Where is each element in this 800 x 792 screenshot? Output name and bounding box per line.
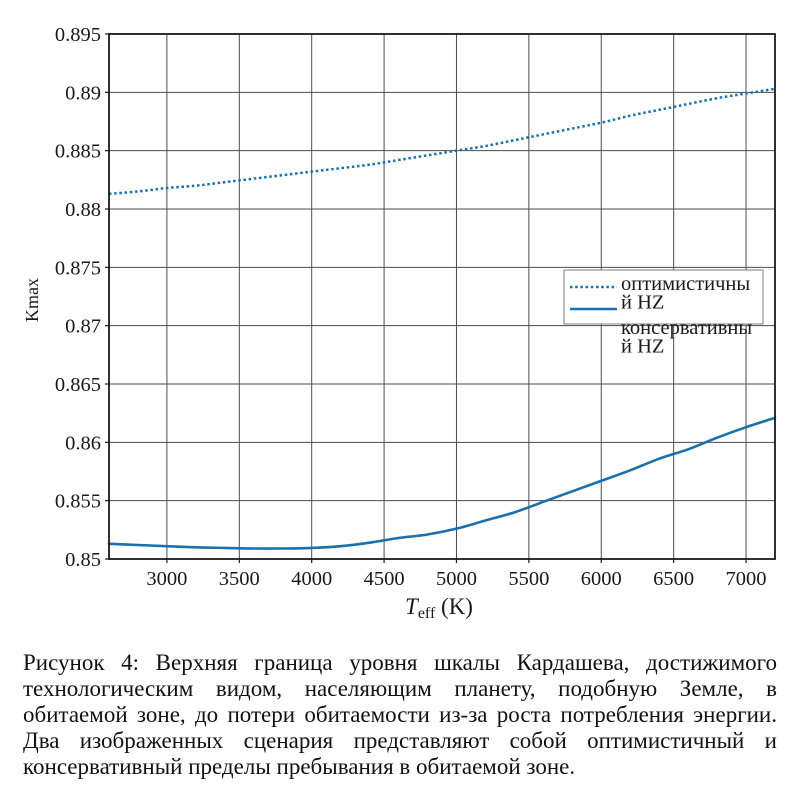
caption-line-4: Два изображенных сценария представляют с… (23, 728, 777, 753)
y-tick-label: 0.895 (55, 24, 101, 46)
x-tick-labels: 3000 3500 4000 4500 5000 5500 6000 6500 7000 (146, 568, 766, 590)
y-tick-label: 0.88 (65, 199, 101, 221)
figure-caption: Рисунок 4: Верхняя граница уровня шкалы … (23, 650, 777, 780)
chart-canvas: 3000 3500 4000 4500 5000 5500 6000 6500 7000 0.85… (22, 24, 777, 622)
x-tick-label: 7000 (726, 568, 767, 590)
x-tick-label: 5000 (436, 568, 477, 590)
plot-border (108, 33, 776, 560)
y-axis-label: Kmax (22, 278, 42, 322)
x-tick-label: 4000 (291, 568, 332, 590)
y-tick-label: 0.875 (55, 257, 101, 279)
x-axis-label: Teff (K) (405, 594, 473, 622)
y-tick-label: 0.865 (55, 374, 101, 396)
legend-label-line: оптимистичны (621, 273, 750, 295)
y-tick-label: 0.87 (65, 316, 101, 338)
x-tick-label: 3000 (146, 568, 187, 590)
caption-line-3: обитаемой зоне, до потери обитаемости из… (23, 702, 777, 727)
legend-label-line: консервативны (621, 317, 752, 339)
y-tick-labels: 0.85 0.855 0.86 0.865 0.87 0.875 0.88 0.885 0.89… (55, 24, 101, 571)
grid (109, 33, 775, 560)
series-optimistic-line (108, 87, 776, 196)
y-tick-label: 0.86 (65, 432, 101, 454)
caption-line-5: консервативный пределы пребывания в обит… (23, 754, 576, 779)
caption-line-2: технологическим видом, населяющим планет… (23, 676, 777, 701)
y-tick-label: 0.885 (55, 141, 101, 163)
chart-area: 3000 3500 4000 4500 5000 5500 6000 6500 7000 0.85… (22, 24, 777, 622)
legend-box (563, 269, 764, 325)
x-tick-label: 6000 (581, 568, 622, 590)
x-tick-label: 4500 (364, 568, 405, 590)
legend-label-line: й HZ (621, 336, 664, 358)
y-tick-label: 0.855 (55, 491, 101, 513)
x-tick-label: 5500 (508, 568, 549, 590)
x-tick-label: 6500 (653, 568, 694, 590)
caption-line-1: Рисунок 4: Верхняя граница уровня шкалы … (23, 650, 777, 675)
y-tick-label: 0.85 (65, 549, 101, 571)
y-tick-label: 0.89 (65, 82, 101, 104)
legend-label-line: й HZ (621, 292, 664, 314)
series-conservative-line (107, 416, 777, 550)
x-tick-label: 3500 (219, 568, 260, 590)
